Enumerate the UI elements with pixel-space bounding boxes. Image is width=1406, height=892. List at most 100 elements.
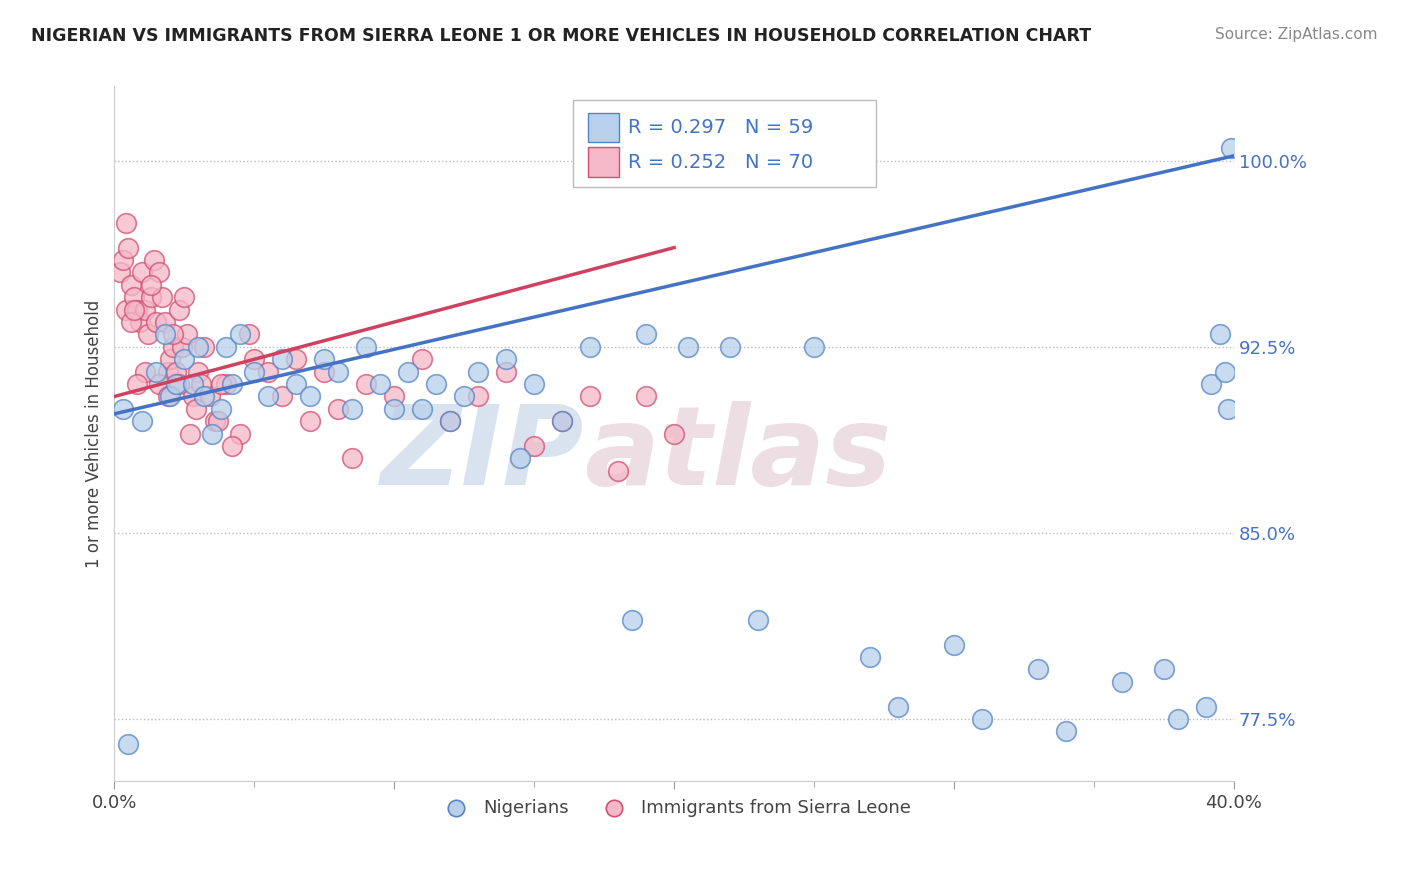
Point <box>139 277 162 292</box>
Point <box>153 315 176 329</box>
Point <box>285 352 308 367</box>
Point <box>179 426 201 441</box>
Point <box>271 352 294 367</box>
Text: atlas: atlas <box>585 401 891 508</box>
Point <box>156 365 179 379</box>
Point <box>439 414 461 428</box>
Point <box>1201 377 1223 392</box>
Point <box>970 712 993 726</box>
Point <box>1026 662 1049 676</box>
Point <box>122 302 145 317</box>
Point <box>271 389 294 403</box>
Point <box>299 414 322 428</box>
Point <box>495 352 517 367</box>
Text: ZIP: ZIP <box>381 401 585 508</box>
Point <box>134 302 156 317</box>
Point <box>382 401 405 416</box>
Point <box>111 401 134 416</box>
Point <box>523 439 546 453</box>
Point <box>523 377 546 392</box>
Point <box>803 340 825 354</box>
Point <box>181 377 204 392</box>
Point <box>125 377 148 392</box>
Point <box>662 426 685 441</box>
Point <box>396 365 419 379</box>
Point <box>159 389 181 403</box>
Point <box>209 377 232 392</box>
Point <box>153 327 176 342</box>
Point <box>1153 662 1175 676</box>
Text: R = 0.252   N = 70: R = 0.252 N = 70 <box>628 153 813 171</box>
Point <box>136 327 159 342</box>
Point <box>145 315 167 329</box>
Y-axis label: 1 or more Vehicles in Household: 1 or more Vehicles in Household <box>86 300 103 568</box>
Point <box>621 613 644 627</box>
Point <box>356 377 378 392</box>
Point <box>148 377 170 392</box>
Point <box>229 327 252 342</box>
Point <box>117 737 139 751</box>
Point <box>145 365 167 379</box>
Point <box>187 365 209 379</box>
Bar <box>588 147 619 177</box>
Point <box>607 464 630 478</box>
Point <box>636 327 658 342</box>
Point <box>193 389 215 403</box>
Point <box>142 253 165 268</box>
Point <box>209 401 232 416</box>
Point <box>453 389 475 403</box>
Point <box>1215 365 1237 379</box>
Point <box>1195 699 1218 714</box>
Point <box>201 426 224 441</box>
Text: NIGERIAN VS IMMIGRANTS FROM SIERRA LEONE 1 OR MORE VEHICLES IN HOUSEHOLD CORRELA: NIGERIAN VS IMMIGRANTS FROM SIERRA LEONE… <box>31 27 1091 45</box>
Point <box>467 389 489 403</box>
Point <box>1218 401 1240 416</box>
Point <box>495 365 517 379</box>
Point <box>159 352 181 367</box>
Point <box>1167 712 1189 726</box>
Point <box>411 352 433 367</box>
Point <box>120 277 142 292</box>
Point <box>243 365 266 379</box>
Point <box>299 389 322 403</box>
Point <box>859 649 882 664</box>
Point <box>425 377 447 392</box>
Point <box>162 327 184 342</box>
Point <box>551 414 574 428</box>
Point <box>328 365 350 379</box>
Point <box>551 414 574 428</box>
Point <box>207 414 229 428</box>
Point <box>342 451 364 466</box>
Point <box>467 365 489 379</box>
Point <box>221 439 243 453</box>
Bar <box>588 112 619 142</box>
Point <box>718 340 741 354</box>
Point <box>215 340 238 354</box>
Point <box>579 340 602 354</box>
Point <box>411 401 433 416</box>
Point <box>131 265 153 279</box>
Point <box>122 290 145 304</box>
Point <box>167 377 190 392</box>
Point <box>356 340 378 354</box>
Point <box>243 352 266 367</box>
Point <box>131 414 153 428</box>
Point <box>187 340 209 354</box>
Point <box>114 302 136 317</box>
Point <box>176 327 198 342</box>
Point <box>285 377 308 392</box>
Point <box>173 352 195 367</box>
Point <box>229 426 252 441</box>
Point <box>1209 327 1232 342</box>
Point <box>193 340 215 354</box>
Point <box>328 401 350 416</box>
Point <box>173 290 195 304</box>
Text: Source: ZipAtlas.com: Source: ZipAtlas.com <box>1215 27 1378 42</box>
Point <box>257 389 280 403</box>
Point <box>368 377 391 392</box>
Point <box>108 265 131 279</box>
Point <box>139 290 162 304</box>
Point <box>579 389 602 403</box>
Point <box>1054 724 1077 739</box>
Point <box>134 365 156 379</box>
